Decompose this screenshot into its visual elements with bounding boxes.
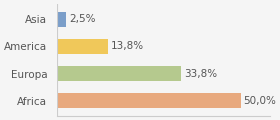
Text: 50,0%: 50,0% — [244, 96, 276, 106]
Bar — [57, 39, 108, 54]
Bar — [57, 12, 66, 27]
Text: 13,8%: 13,8% — [111, 41, 144, 51]
Text: 33,8%: 33,8% — [184, 69, 217, 79]
Bar — [57, 93, 241, 108]
Text: 2,5%: 2,5% — [69, 14, 96, 24]
Bar — [57, 66, 181, 81]
